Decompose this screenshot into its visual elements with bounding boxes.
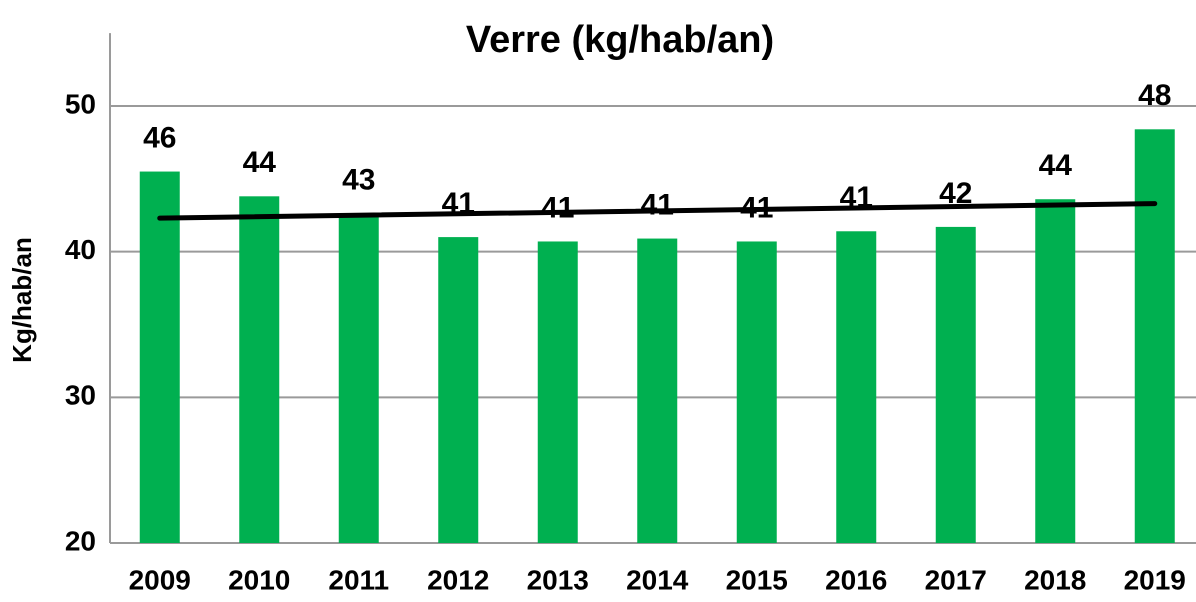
x-tick-label: 2014 xyxy=(626,564,689,595)
bar xyxy=(338,213,379,543)
data-label: 41 xyxy=(641,188,674,221)
y-tick-label: 30 xyxy=(65,380,96,411)
chart-title: Verre (kg/hab/an) xyxy=(466,19,774,61)
x-tick-label: 2012 xyxy=(427,564,489,595)
bar xyxy=(637,238,678,543)
bar xyxy=(1134,129,1175,543)
x-tick-label: 2018 xyxy=(1024,564,1086,595)
data-label: 43 xyxy=(342,164,375,197)
bar xyxy=(139,171,180,544)
x-tick-label: 2017 xyxy=(925,564,987,595)
bar xyxy=(1035,199,1076,543)
x-tick-label: 2016 xyxy=(825,564,887,595)
x-tick-label: 2013 xyxy=(527,564,589,595)
bar xyxy=(537,241,578,543)
bar xyxy=(438,237,479,543)
bar xyxy=(935,226,976,544)
x-tick-label: 2010 xyxy=(228,564,290,595)
data-label: 44 xyxy=(243,146,277,179)
x-tick-label: 2019 xyxy=(1124,564,1186,595)
data-label: 44 xyxy=(1039,149,1073,182)
x-tick-label: 2011 xyxy=(328,564,389,595)
x-tick-label: 2009 xyxy=(129,564,191,595)
data-label: 48 xyxy=(1138,79,1171,112)
bar xyxy=(239,196,280,543)
data-label: 41 xyxy=(541,191,574,224)
bar xyxy=(836,231,877,544)
trendline xyxy=(157,201,1158,221)
y-tick-label: 50 xyxy=(65,88,96,119)
y-axis-label: Kg/hab/an xyxy=(7,237,37,363)
y-tick-label: 40 xyxy=(65,234,96,265)
bar xyxy=(736,241,777,543)
data-label: 46 xyxy=(143,121,176,154)
x-tick-label: 2015 xyxy=(726,564,788,595)
y-tick-label: 20 xyxy=(65,525,96,556)
